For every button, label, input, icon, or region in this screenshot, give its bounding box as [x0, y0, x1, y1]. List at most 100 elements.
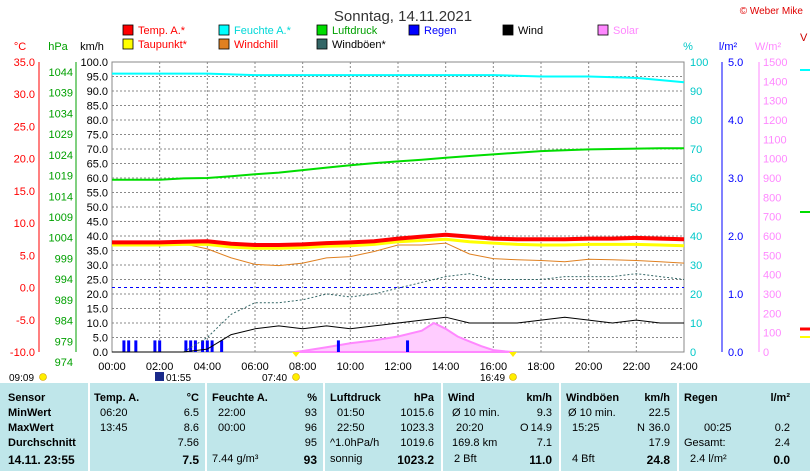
sunrise-marker: [292, 352, 300, 357]
temp-value: 7.56: [177, 437, 199, 449]
pressure-tick-label: 1039: [49, 88, 73, 100]
pressure-tick-label: 994: [55, 274, 73, 286]
table-header-row: Sensor Temp. A. °C Feuchte A. % Luftdruc…: [0, 391, 810, 406]
wind-tick-label: 90.0: [87, 86, 108, 98]
copyright-text: © Weber Mike: [740, 6, 804, 17]
legend-swatch: [408, 24, 420, 36]
rain-bar: [127, 340, 131, 352]
wind-tick-label: 10.0: [87, 318, 108, 330]
gust-desc: 15:25: [572, 422, 600, 434]
humidity-tick-label: 30: [690, 260, 702, 272]
wind-tick-label: 50.0: [87, 202, 108, 214]
solar-tick-label: 300: [763, 289, 781, 301]
edge-marks: [800, 69, 810, 338]
gust-direction: N: [637, 422, 645, 434]
x-tick-label: 22:00: [623, 361, 651, 373]
solar-tick-label: 900: [763, 173, 781, 185]
sun-moon-markers: 09:09 01:55 07:40 16:49: [9, 352, 517, 383]
pressure-value: 1023.3: [400, 422, 434, 434]
rain-desc: Gesamt:: [684, 437, 726, 449]
temp-unit-label: °C: [14, 41, 26, 53]
wind-desc: 169.8 km: [452, 437, 498, 449]
pressure-tick-label: 979: [55, 336, 73, 348]
row-label: Durchschnitt: [8, 437, 76, 449]
sunset-marker: [509, 352, 517, 357]
series-pressure: [112, 147, 684, 181]
stats-table: Sensor Temp. A. °C Feuchte A. % Luftdruc…: [0, 383, 810, 471]
temp-tick-label: 5.0: [20, 250, 35, 262]
solar-tick-label: 1300: [763, 96, 787, 108]
header-gust-unit: km/h: [644, 392, 670, 404]
humidity-tick-label: 70: [690, 144, 702, 156]
table-row-current: 14.11. 23:55 7.5 7.44 g/m³ 93 sonnig 102…: [0, 452, 810, 469]
header-pressure: Luftdruck: [330, 392, 381, 404]
wind-tick-label: 85.0: [87, 101, 108, 113]
x-tick-label: 12:00: [384, 361, 412, 373]
legend-swatch: [218, 38, 230, 50]
pressure-value: 1019.6: [400, 437, 434, 449]
table-row-max: MaxWert 13:45 8.6 00:00 96 22:50 1023.3 …: [0, 421, 810, 436]
legend-swatch: [316, 38, 328, 50]
x-tick-label: 16:00: [480, 361, 508, 373]
solar-tick-label: 500: [763, 250, 781, 262]
header-rain-unit: l/m²: [770, 392, 790, 404]
header-temp: Temp. A.: [94, 392, 140, 404]
rain-bar: [201, 340, 205, 352]
table-row-avg: Durchschnitt 7.56 95 ^1.0hPa/h 1019.6 16…: [0, 436, 810, 451]
pressure-tick-label: 999: [55, 253, 73, 265]
header-wind-unit: km/h: [526, 392, 552, 404]
temp-value: 8.6: [183, 422, 199, 434]
wind-tick-label: 45.0: [87, 217, 108, 229]
rain-tick-label: 3.0: [728, 173, 743, 185]
pressure-tick-label: 984: [55, 316, 73, 328]
pressure-tick-label: 974: [55, 357, 73, 369]
humidity-tick-label: 10: [690, 318, 702, 330]
wind-tick-label: 40.0: [87, 231, 108, 243]
wind-unit-label: km/h: [80, 41, 104, 53]
temp-tick-label: -5.0: [16, 315, 35, 327]
humidity-tick-label: 80: [690, 115, 702, 127]
gust-value: 22.5: [648, 407, 670, 419]
solar-tick-label: 100: [763, 328, 781, 340]
rain-bar: [122, 340, 126, 352]
header-rain: Regen: [684, 392, 718, 404]
temp-tick-label: 35.0: [14, 57, 35, 69]
x-tick-label: 20:00: [575, 361, 603, 373]
wind-tick-label: 55.0: [87, 188, 108, 200]
sunrise-icon: [292, 373, 300, 381]
humidity-tick-label: 50: [690, 202, 702, 214]
pressure-tick-label: 1019: [49, 171, 73, 183]
rain-unit-label: l/m²: [719, 41, 738, 53]
x-tick-label: 08:00: [289, 361, 317, 373]
solar-tick-label: 0: [763, 347, 769, 359]
rain-bar: [158, 340, 162, 352]
rain-bar: [134, 340, 138, 352]
legend-label: Taupunkt*: [138, 39, 188, 51]
rain-bar: [205, 340, 209, 352]
series-wind-gust: [112, 273, 685, 353]
x-tick-label: 02:00: [146, 361, 174, 373]
series-wind: [112, 316, 684, 353]
weather-state: sonnig: [330, 453, 363, 465]
legend-swatch: [218, 24, 230, 36]
x-tick-label: 14:00: [432, 361, 460, 373]
rain-bar: [184, 340, 188, 352]
pressure-tick-label: 1014: [49, 191, 73, 203]
header-pressure-unit: hPa: [413, 392, 434, 404]
plot-area: [112, 72, 685, 353]
x-tick-label: 10:00: [337, 361, 365, 373]
wind-value: 7.1: [536, 437, 552, 449]
rain-bar: [406, 340, 410, 352]
solar-tick-label: 400: [763, 270, 781, 282]
pressure-time: 22:50: [337, 422, 365, 434]
solar-tick-label: 600: [763, 231, 781, 243]
abs-humidity: 7.44 g/m³: [212, 453, 259, 465]
wind-tick-label: 5.0: [93, 333, 108, 345]
pressure-tick-label: 1044: [49, 67, 73, 79]
wind-value: 9.3: [536, 407, 552, 419]
temp-tick-label: 15.0: [14, 186, 35, 198]
solar-tick-label: 1000: [763, 154, 787, 166]
legend-swatch: [502, 24, 514, 36]
wind-tick-label: 20.0: [87, 289, 108, 301]
legend-label: Windböen*: [332, 39, 387, 51]
